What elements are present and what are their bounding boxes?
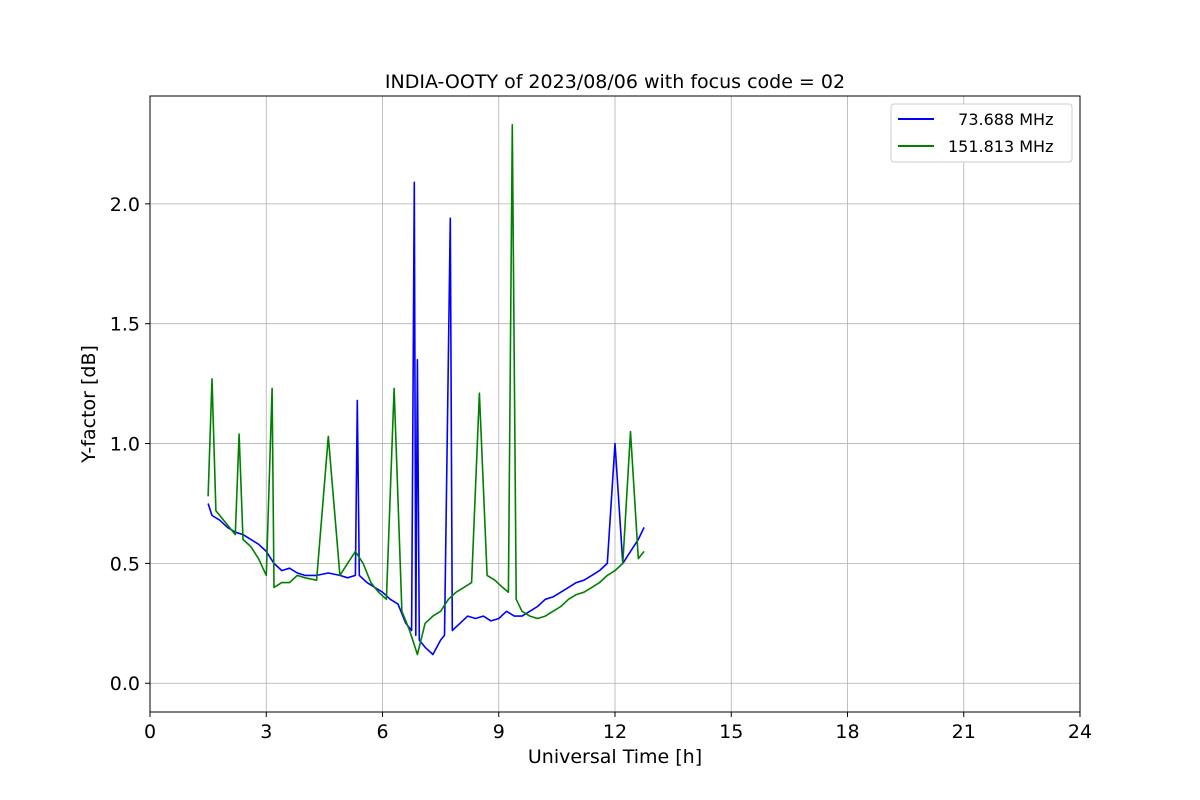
- x-axis: 0 3 6 9 12 15 18 21 24: [144, 712, 1092, 743]
- y-tick-label: 0.5: [110, 553, 140, 575]
- legend-box: [890, 103, 1073, 163]
- legend: 73.688 MHz 151.813 MHz: [890, 103, 1073, 163]
- x-tick-label: 24: [1068, 721, 1092, 743]
- x-tick-label: 6: [376, 721, 388, 743]
- y-tick-label: 2.0: [110, 194, 140, 216]
- x-tick-label: 3: [260, 721, 272, 743]
- y-tick-label: 1.5: [110, 314, 140, 336]
- y-tick-label: 0.0: [110, 673, 140, 695]
- series-line-0: [207, 181, 645, 656]
- y-axis-label: Y-factor [dB]: [78, 345, 100, 464]
- y-axis: 0.0 0.5 1.0 1.5 2.0: [110, 194, 150, 695]
- series-layer: [207, 124, 645, 656]
- x-tick-label: 12: [603, 721, 627, 743]
- legend-label-1: 151.813 MHz: [948, 137, 1053, 156]
- x-tick-label: 21: [952, 721, 976, 743]
- x-tick-label: 18: [835, 721, 859, 743]
- series-line-1: [207, 124, 645, 656]
- x-tick-label: 9: [493, 721, 505, 743]
- legend-label-0: 73.688 MHz: [948, 110, 1053, 129]
- x-tick-label: 15: [719, 721, 743, 743]
- y-tick-label: 1.0: [110, 434, 140, 456]
- x-tick-label: 0: [144, 721, 156, 743]
- x-axis-label: Universal Time [h]: [528, 746, 702, 768]
- chart-title: INDIA-OOTY of 2023/08/06 with focus code…: [385, 71, 845, 93]
